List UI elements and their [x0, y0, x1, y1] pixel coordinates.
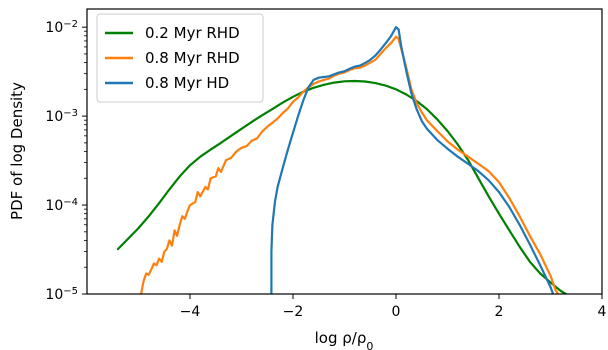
- legend: 0.2 Myr RHD 0.8 Myr RHD 0.8 Myr HD: [96, 13, 264, 103]
- x-axis-ticks: −4 −2 0 2 4: [180, 294, 607, 320]
- x-axis-label-main: log ρ/ρ: [315, 329, 367, 347]
- legend-label-2: 0.8 Myr HD: [145, 74, 229, 92]
- y-tick-label-3: 10−2: [45, 19, 78, 37]
- y-tick-label-1: 10−4: [45, 197, 78, 215]
- series-line-2: [270, 26, 555, 294]
- x-tick-label-1: −2: [283, 304, 304, 320]
- x-axis-label: log ρ/ρ0: [315, 329, 374, 350]
- x-tick-label-3: 2: [495, 304, 504, 320]
- y-axis-ticks: 10−5 10−4 10−3 10−2: [45, 19, 87, 303]
- legend-label-0: 0.2 Myr RHD: [145, 24, 240, 42]
- series-layer: [116, 26, 568, 294]
- legend-box: [96, 13, 264, 103]
- x-tick-label-2: 0: [392, 304, 401, 320]
- x-axis-label-subscript: 0: [366, 340, 373, 350]
- x-tick-label-4: 4: [598, 304, 607, 320]
- series-line-0: [116, 79, 568, 294]
- y-tick-label-2: 10−3: [45, 108, 78, 126]
- y-tick-label-0: 10−5: [45, 286, 78, 304]
- y-axis-label: PDF of log Density: [8, 82, 26, 220]
- series-line-1: [140, 35, 560, 294]
- x-tick-label-0: −4: [180, 304, 201, 320]
- legend-label-1: 0.8 Myr RHD: [145, 49, 240, 67]
